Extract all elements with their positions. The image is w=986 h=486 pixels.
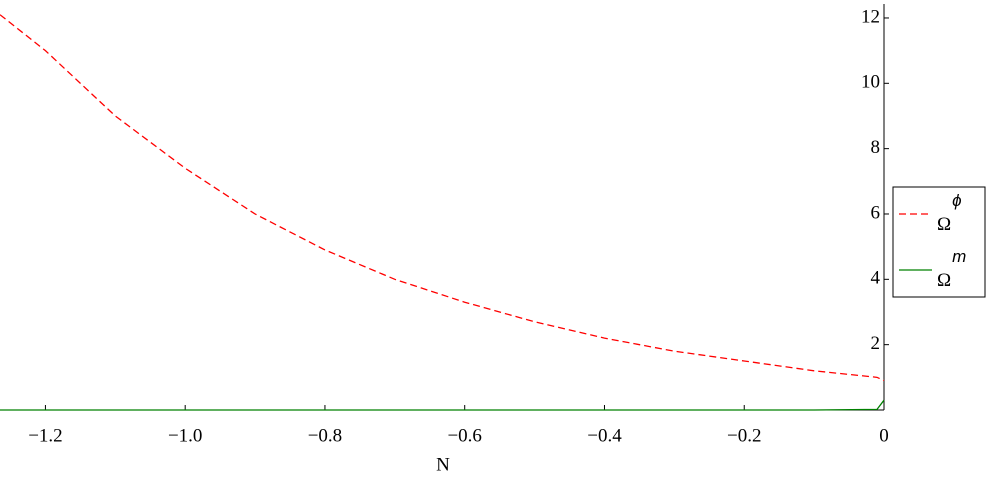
x-tick-label: −1.0: [168, 425, 202, 446]
legend-label: Ωm: [937, 247, 966, 291]
x-tick-label: 0: [879, 425, 889, 446]
y-tick-label: 6: [871, 202, 881, 223]
y-tick-label: 4: [871, 268, 881, 289]
legend-name: Ω: [937, 270, 951, 291]
series-line: [0, 14, 885, 382]
x-tick-label: −1.2: [28, 425, 62, 446]
x-tick-label: −0.8: [308, 425, 342, 446]
y-tick-label: 12: [861, 6, 880, 27]
x-tick-label: −0.2: [727, 425, 761, 446]
series-line: [0, 399, 885, 411]
x-tick-label: −0.4: [587, 425, 622, 446]
legend-superscript: ϕ: [952, 191, 961, 210]
y-tick-label: 10: [861, 72, 880, 93]
legend-superscript: m: [952, 247, 966, 266]
legend-box: [892, 186, 986, 298]
y-tick-label: 8: [871, 137, 881, 158]
x-axis-label: N: [436, 454, 450, 475]
legend-label: Ωϕ: [937, 191, 962, 235]
y-tick-label: 2: [871, 333, 881, 354]
legend-name: Ω: [937, 214, 951, 235]
x-tick-label: −0.6: [447, 425, 481, 446]
